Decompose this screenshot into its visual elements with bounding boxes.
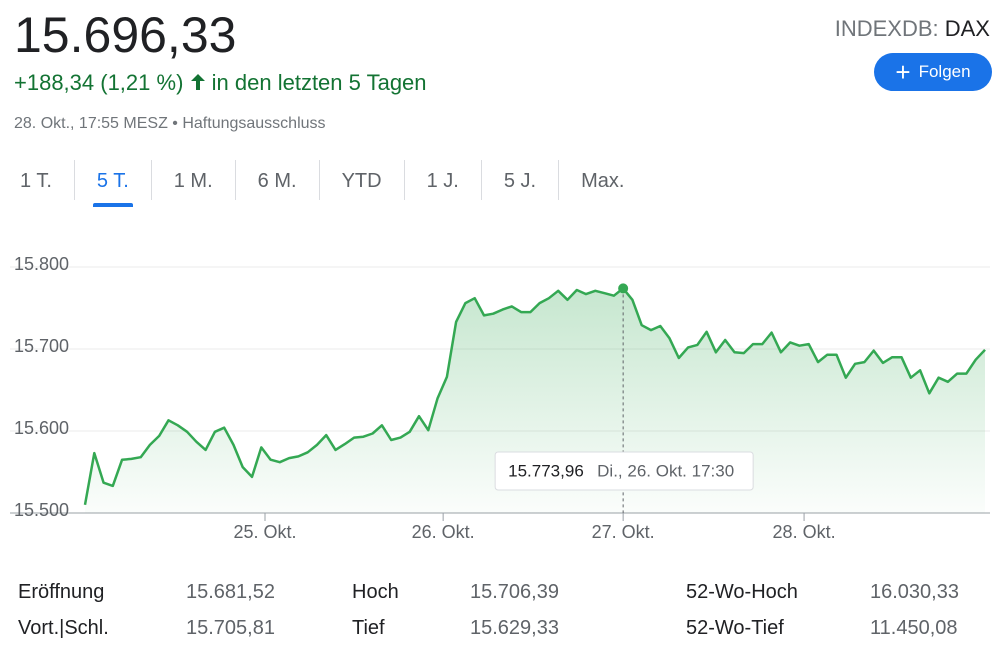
period: in den letzten 5 Tagen: [211, 70, 427, 95]
y-tick-label: 15.800: [14, 254, 69, 274]
stat-label: 52-Wo-Hoch: [686, 581, 798, 603]
stat-label: Hoch: [352, 581, 399, 603]
x-tick-label: 25. Okt.: [233, 522, 296, 542]
range-tab[interactable]: YTD: [318, 160, 404, 200]
x-tick-label: 26. Okt.: [412, 522, 475, 542]
stat-value: 15.705,81: [186, 617, 275, 639]
price: 15.696,33: [14, 7, 237, 63]
change-value: +188,34 (1,21 %): [14, 70, 184, 95]
timestamp-row: 28. Okt., 17:55 MESZ • Haftungsausschlus…: [14, 115, 326, 132]
symbol: DAX: [944, 16, 990, 41]
range-tabs: 1 T. 5 T. 1 M. 6 M. YTD 1 J. 5 J. Max.: [0, 160, 646, 207]
hover-point: [618, 283, 629, 294]
x-tick-label: 27. Okt.: [592, 522, 655, 542]
change: +188,34 (1,21 %) in den letzten 5 Tagen: [14, 70, 427, 96]
stat-value: 11.450,08: [870, 617, 958, 639]
range-tab[interactable]: 5 J.: [480, 160, 558, 200]
tooltip-value: 15.773,96: [508, 461, 584, 480]
arrow-icon: [190, 74, 205, 90]
plus-icon: +: [895, 57, 911, 87]
stat-label: Tief: [352, 617, 385, 639]
stat-label: Eröffnung: [18, 581, 105, 603]
range-tab[interactable]: 6 M.: [234, 160, 319, 200]
range-tab[interactable]: 1 M.: [150, 160, 235, 200]
y-tick-label: 15.600: [14, 418, 69, 438]
exchange: INDEXDB:: [834, 16, 939, 41]
tooltip: [494, 451, 754, 491]
stat-value: 16.030,33: [870, 581, 959, 603]
x-tick-label: 28. Okt.: [773, 522, 836, 542]
stat-value: 15.681,52: [186, 581, 275, 603]
range-tab[interactable]: 1 T.: [20, 170, 52, 192]
y-tick-label: 15.500: [14, 500, 69, 520]
tooltip-date: Di., 26. Okt. 17:30: [597, 461, 734, 480]
chart: 15.500 15.600 15.700 15.800 25. Okt. 26. Okt.…: [10, 254, 990, 542]
stat-label: 52-Wo-Tief: [686, 617, 784, 639]
range-tab[interactable]: 5 T.: [73, 160, 151, 207]
line: [83, 287, 986, 506]
range-tab[interactable]: 1 J.: [403, 160, 481, 200]
disclaimer[interactable]: Haftungsausschluss: [182, 115, 326, 132]
ticker: INDEXDB: DAX: [835, 16, 990, 42]
stat-label: Vort.|Schl.: [18, 617, 109, 639]
range-tab[interactable]: Max.: [558, 160, 646, 200]
follow-label: Folgen: [918, 62, 971, 81]
stat-value: 15.706,39: [470, 581, 559, 603]
stat-value: 15.629,33: [470, 617, 559, 639]
y-tick-label: 15.700: [14, 336, 69, 356]
timestamp: 28. Okt., 17:55 MESZ: [14, 115, 168, 132]
follow-button[interactable]: + Folgen: [874, 53, 992, 91]
